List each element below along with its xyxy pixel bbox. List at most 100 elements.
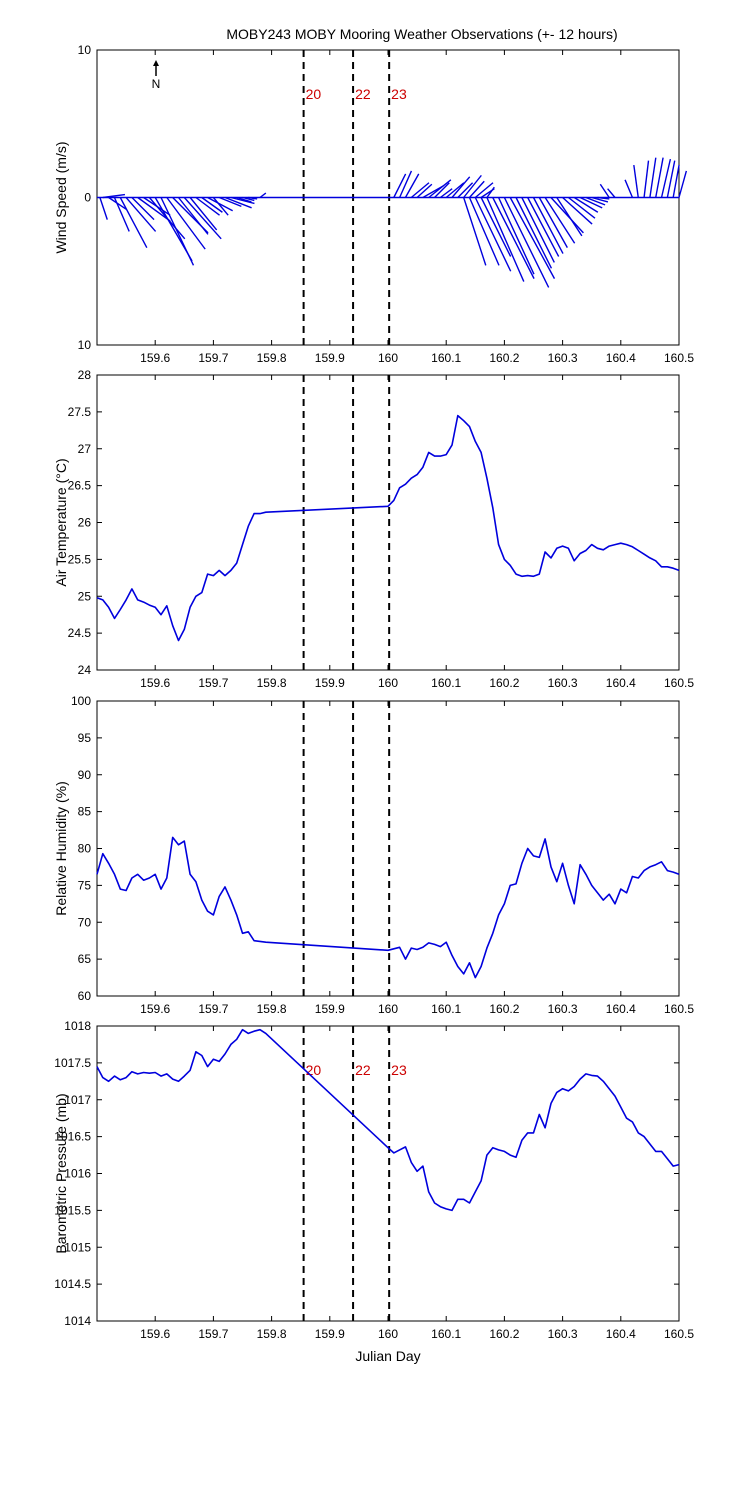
x-tick-label: 159.8 — [257, 1327, 287, 1341]
wind-stick — [678, 170, 688, 198]
y-tick-label: 85 — [78, 805, 92, 819]
wind-stick — [538, 197, 568, 248]
wind-stick — [515, 197, 553, 269]
x-tick-label: 160.4 — [606, 351, 636, 365]
wind-stick — [486, 197, 525, 282]
y-tick-label: 1014 — [64, 1314, 91, 1328]
wind-stick — [207, 196, 233, 212]
x-tick-label: 159.6 — [140, 351, 170, 365]
series-line — [96, 836, 680, 979]
wind-stick — [230, 196, 255, 205]
wind-stick — [579, 196, 603, 209]
wind-stick — [660, 158, 672, 198]
plot-frame — [96, 1025, 680, 1322]
x-tick-label: 160 — [378, 1002, 398, 1016]
wind-stick — [544, 197, 576, 244]
wind-stick — [532, 197, 564, 254]
wind-stick — [585, 196, 606, 206]
wind-stick — [643, 160, 650, 198]
wind-stick — [393, 173, 407, 198]
y-tick-label: 1014.5 — [54, 1277, 91, 1291]
y-tick-label: 1017.5 — [54, 1056, 91, 1070]
x-tick-label: 160.5 — [664, 351, 694, 365]
wind-stick — [102, 193, 126, 199]
barometric-pressure-panel: 159.6 159.7 159.8 159.9 160 160.1 160.2 160.3 16… — [53, 1019, 694, 1364]
x-tick-label: 160.3 — [548, 1327, 578, 1341]
y-tick-label: 75 — [78, 878, 92, 892]
marker-label: 22 — [355, 1062, 371, 1078]
y-tick-label: 26 — [78, 516, 92, 530]
wind-stick — [451, 176, 471, 198]
series-line — [96, 414, 680, 642]
wind-stick — [503, 197, 550, 288]
wind-stick — [480, 197, 512, 257]
y-tick-label: 25 — [78, 589, 92, 603]
y-tick-label: 1016 — [64, 1167, 91, 1181]
wind-stick — [242, 196, 255, 202]
wind-stick — [672, 164, 680, 198]
wind-stick — [567, 196, 596, 219]
wind-stick — [527, 197, 560, 257]
x-tick-label: 160.3 — [548, 351, 578, 365]
x-tick-label: 159.7 — [198, 351, 228, 365]
wind-stick — [492, 197, 535, 279]
y-tick-label: 10 — [78, 43, 92, 57]
y-axis-label: Air Temperature (°C) — [53, 458, 69, 586]
wind-stick — [462, 197, 487, 266]
wind-stick — [248, 196, 258, 200]
wind-stick — [410, 182, 430, 199]
y-tick-label: 1015.5 — [54, 1203, 91, 1217]
wind-stick — [474, 182, 494, 199]
y-tick-label: 1015 — [64, 1240, 91, 1254]
y-tick-label: 25.5 — [68, 552, 92, 566]
wind-stick — [624, 179, 634, 198]
x-tick-label: 160 — [378, 351, 398, 365]
y-tick-label: 0 — [84, 191, 91, 205]
wind-stick — [562, 196, 593, 225]
x-tick-label: 160.3 — [548, 1002, 578, 1016]
wind-stick — [131, 197, 155, 221]
x-tick-label: 159.6 — [140, 1002, 170, 1016]
x-tick-label: 160.1 — [431, 676, 461, 690]
wind-speed-panel: 159.6 159.7 159.8 159.9 160 160.1 160.2 160.3 16… — [53, 26, 694, 365]
wind-stick — [125, 197, 157, 232]
wind-stick — [633, 164, 639, 198]
wind-stick — [521, 197, 555, 263]
x-tick-label: 159.9 — [315, 1327, 345, 1341]
x-tick-label: 160.5 — [664, 1327, 694, 1341]
y-tick-label: 1017 — [64, 1093, 91, 1107]
wind-stick — [404, 173, 420, 198]
y-tick-label: 24 — [78, 663, 92, 677]
series-line — [96, 1028, 680, 1212]
wind-stick — [224, 196, 252, 209]
y-tick-label: 65 — [78, 952, 92, 966]
chart-title: MOBY243 MOBY Mooring Weather Observation… — [226, 26, 617, 42]
marker-label: 23 — [391, 1062, 407, 1078]
x-tick-label: 160.3 — [548, 676, 578, 690]
x-tick-label: 160.2 — [489, 1002, 519, 1016]
north-label: N — [152, 77, 161, 91]
wind-stick — [597, 196, 610, 200]
wind-stick — [160, 197, 195, 266]
wind-stick — [113, 197, 130, 232]
wind-stick — [445, 182, 465, 199]
y-tick-label: 27 — [78, 442, 92, 456]
wind-stick — [655, 157, 664, 198]
x-tick-label: 160.4 — [606, 1327, 636, 1341]
x-tick-label: 160.5 — [664, 676, 694, 690]
wind-stick — [177, 197, 209, 235]
wind-stick — [119, 197, 148, 248]
x-tick-label: 159.6 — [140, 1327, 170, 1341]
wind-stick — [474, 197, 512, 272]
wind-stick — [649, 157, 657, 198]
x-tick-label: 159.9 — [315, 351, 345, 365]
y-tick-label: 24.5 — [68, 626, 92, 640]
wind-stick — [137, 196, 171, 222]
wind-stick — [666, 160, 676, 198]
x-tick-label: 160.2 — [489, 676, 519, 690]
wind-stick — [212, 197, 229, 216]
wind-stick — [457, 182, 474, 198]
wind-stick — [183, 197, 222, 240]
x-tick-label: 159.7 — [198, 1327, 228, 1341]
